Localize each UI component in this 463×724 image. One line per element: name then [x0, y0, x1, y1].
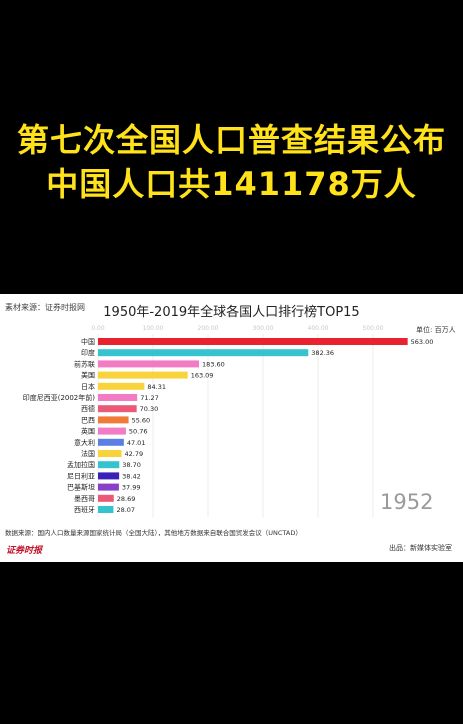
category-label: 前苏联 [74, 359, 95, 368]
bottom-band [0, 562, 463, 724]
value-label: 38.70 [122, 461, 141, 469]
bar-chart: 0.00 100.00 200.00 300.00 400.00 500.00 中国 563.… [23, 325, 434, 518]
value-label: 28.07 [116, 506, 135, 514]
bar-13 [98, 483, 119, 491]
x-tick-label: 400.00 [308, 325, 329, 332]
bar-6 [98, 405, 137, 413]
bar-5 [98, 394, 138, 401]
bar-14 [98, 494, 114, 502]
category-label: 美国 [81, 371, 95, 380]
category-label: 墨西哥 [74, 495, 95, 503]
category-label: 孟加拉国 [67, 460, 95, 469]
bar-3 [98, 371, 188, 379]
value-label: 71.27 [140, 394, 159, 402]
value-label: 47.01 [127, 439, 146, 447]
chart-title: 1950年-2019年全球各国人口排行榜TOP15 [103, 305, 360, 320]
x-tick-label: 200.00 [198, 325, 219, 332]
x-tick-label: 300.00 [253, 325, 274, 332]
headline-line-1: 第七次全国人口普查结果公布 [16, 121, 446, 159]
value-label: 183.60 [202, 360, 225, 368]
x-tick-label: 100.00 [143, 325, 164, 332]
category-label: 英国 [81, 427, 95, 436]
category-label: 巴基斯坦 [67, 483, 95, 492]
value-label: 382.36 [311, 349, 334, 357]
category-label: 西班牙 [74, 505, 95, 514]
bar-2 [98, 360, 199, 368]
year-indicator: 1952 [380, 490, 434, 514]
bar-0 [98, 338, 408, 345]
category-label: 日本 [81, 382, 95, 391]
value-label: 50.76 [129, 428, 148, 436]
bar-1 [98, 349, 309, 357]
publisher-logo: 证券时报 [6, 546, 43, 556]
bar-11 [98, 461, 120, 469]
unit-label: 单位: 百万人 [416, 326, 456, 334]
value-label: 37.99 [122, 484, 141, 492]
bar-9 [98, 438, 124, 446]
data-source-note: 数据来源：国内人口数量来源国家统计局（全国大陆），其他地方数据来自联合国贸发会议… [5, 529, 302, 537]
producer-label: 出品：新媒体实验室 [389, 544, 452, 552]
bar-10 [98, 450, 122, 457]
headline: 第七次全国人口普查结果公布 中国人口共141178万人 [0, 118, 463, 206]
value-label: 28.69 [117, 495, 136, 503]
value-label: 55.60 [132, 416, 151, 424]
category-label: 意大利 [74, 438, 95, 447]
category-label: 法国 [81, 449, 95, 458]
bar-7 [98, 416, 129, 424]
value-label: 163.09 [191, 372, 214, 380]
category-label: 印度 [81, 348, 95, 357]
category-label: 印度尼西亚(2002年前) [23, 393, 96, 402]
source-label: 素材来源：证券时报网 [5, 303, 85, 312]
headline-line-2: 中国人口共141178万人 [46, 165, 417, 203]
bar-4 [98, 382, 145, 390]
chart-panel: 素材来源：证券时报网 1950年-2019年全球各国人口排行榜TOP15 单位:… [0, 294, 463, 562]
value-label: 42.79 [125, 450, 144, 458]
category-label: 巴西 [81, 416, 95, 424]
category-label: 西德 [81, 404, 95, 413]
x-tick-label: 0.00 [91, 325, 105, 332]
bar-15 [98, 506, 114, 513]
value-label: 84.31 [147, 383, 166, 391]
value-label: 70.30 [140, 405, 159, 413]
bar-12 [98, 472, 120, 480]
category-label: 尼日利亚 [67, 471, 95, 480]
category-label: 中国 [81, 337, 95, 346]
bar-8 [98, 427, 126, 435]
value-label: 38.42 [122, 472, 141, 480]
x-tick-label: 500.00 [363, 325, 384, 332]
value-label: 563.00 [411, 338, 434, 346]
